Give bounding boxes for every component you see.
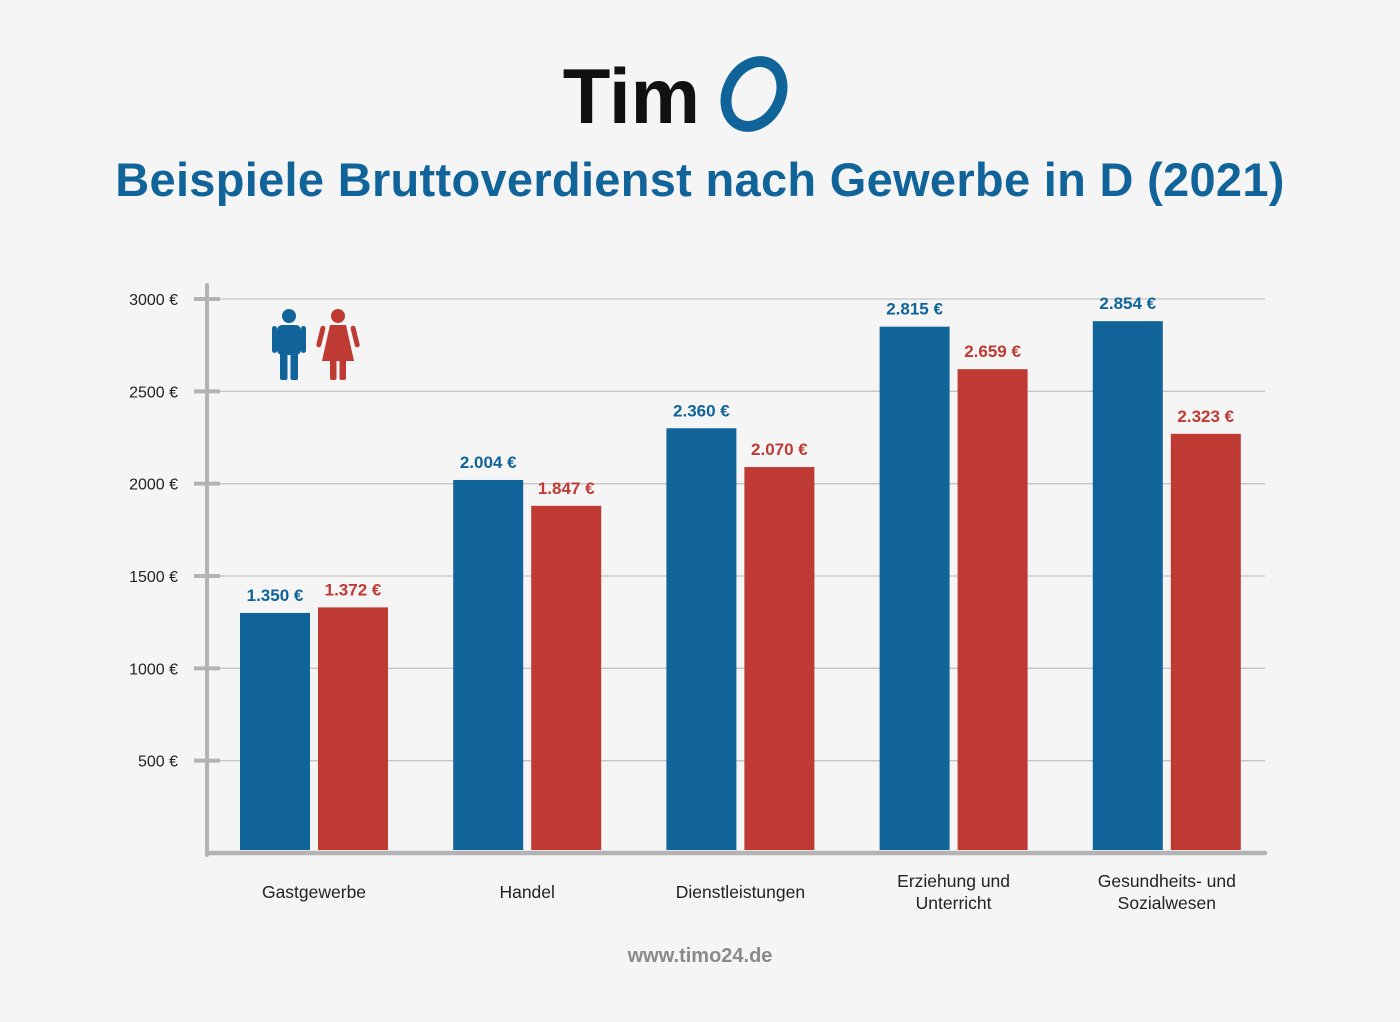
category-label: Gastgewerbe xyxy=(262,882,366,902)
logo-o-icon: O xyxy=(720,56,788,132)
chart-title: Beispiele Bruttoverdienst nach Gewerbe i… xyxy=(115,153,1285,206)
legend xyxy=(272,309,360,380)
y-tick-label: 1000 € xyxy=(129,661,178,678)
bar-women xyxy=(318,607,388,850)
category-label: Handel xyxy=(499,882,554,902)
bar-value-label: 2.360 € xyxy=(673,401,730,420)
bar-value-label: 2.854 € xyxy=(1099,294,1156,313)
logo-text: Tim xyxy=(563,52,700,140)
bar-value-label: 2.323 € xyxy=(1177,407,1234,426)
y-tick-label: 2000 € xyxy=(129,477,178,494)
bar-value-label: 2.070 € xyxy=(751,440,808,459)
bar-value-label: 1.350 € xyxy=(247,586,304,605)
female-person-icon xyxy=(316,309,360,380)
bar-men xyxy=(666,428,737,850)
y-tick-label: 1500 € xyxy=(129,569,178,586)
bar-women xyxy=(531,505,602,850)
bar-value-label: 1.847 € xyxy=(538,479,595,498)
y-tick-label: 500 € xyxy=(138,754,178,771)
category-label: Sozialwesen xyxy=(1118,893,1216,913)
axes: 500 € 1000 € 1500 € 2000 € 2500 € 3000 € xyxy=(129,283,1268,857)
bar-men xyxy=(1092,321,1163,850)
bar-women xyxy=(744,467,815,850)
category-label: Unterricht xyxy=(916,893,992,913)
timo-logo: Tim O xyxy=(563,52,788,140)
bar-value-label: 2.815 € xyxy=(886,300,943,319)
y-tick-label: 3000 € xyxy=(129,292,178,309)
bar-women xyxy=(1170,433,1241,850)
bar-value-label: 1.372 € xyxy=(325,580,382,599)
bar-value-label: 2.659 € xyxy=(964,342,1021,361)
y-tick-label: 2500 € xyxy=(129,384,178,401)
category-labels: Gastgewerbe Handel Dienstleistungen Erziehu… xyxy=(262,871,1236,913)
category-label: Erziehung und xyxy=(897,871,1010,891)
male-person-icon xyxy=(272,309,306,380)
bar-men xyxy=(453,479,524,850)
bar-men xyxy=(879,326,950,850)
bar-value-label: 2.004 € xyxy=(460,453,517,472)
bar-men xyxy=(240,612,310,850)
bar-women xyxy=(957,369,1028,850)
value-labels: 1.350 € 1.372 € 2.004 € 1.847 € 2.360 € 2.070… xyxy=(247,294,1235,605)
category-label: Dienstleistungen xyxy=(676,882,805,902)
category-label: Gesundheits- und xyxy=(1098,871,1236,891)
bars xyxy=(240,321,1241,850)
footer-url: www.timo24.de xyxy=(627,945,773,967)
